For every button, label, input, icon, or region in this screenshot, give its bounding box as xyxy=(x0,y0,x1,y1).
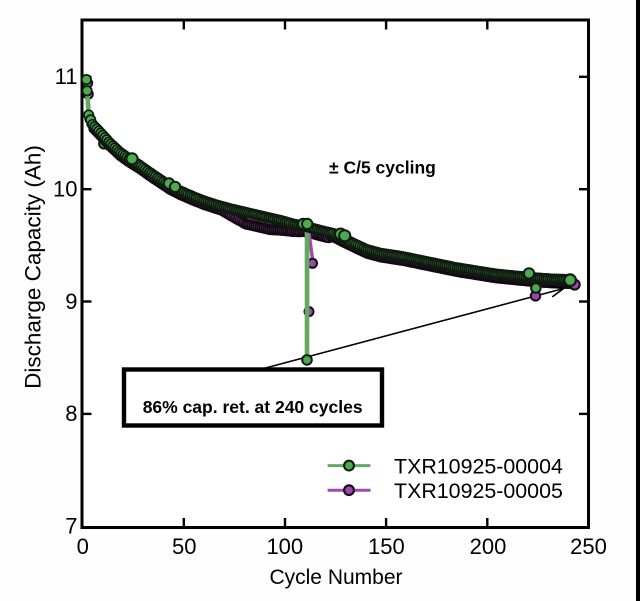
svg-text:50: 50 xyxy=(172,534,196,559)
svg-text:TXR10925-00004: TXR10925-00004 xyxy=(394,454,563,478)
svg-text:TXR10925-00005: TXR10925-00005 xyxy=(394,479,563,503)
svg-text:86% cap. ret. at 240 cycles: 86% cap. ret. at 240 cycles xyxy=(143,397,363,417)
svg-text:7: 7 xyxy=(65,514,77,539)
svg-text:Discharge Capacity (Ah): Discharge Capacity (Ah) xyxy=(21,145,46,389)
svg-text:11: 11 xyxy=(55,64,78,89)
svg-text:100: 100 xyxy=(266,534,303,559)
svg-text:Cycle Number: Cycle Number xyxy=(269,566,402,589)
svg-text:10: 10 xyxy=(53,176,77,201)
svg-text:250: 250 xyxy=(570,534,607,559)
svg-text:200: 200 xyxy=(470,534,507,559)
svg-text:8: 8 xyxy=(65,401,77,426)
svg-text:150: 150 xyxy=(368,534,405,559)
svg-text:± C/5 cycling: ± C/5 cycling xyxy=(329,158,436,178)
svg-text:9: 9 xyxy=(65,289,77,314)
svg-text:0: 0 xyxy=(77,534,89,559)
